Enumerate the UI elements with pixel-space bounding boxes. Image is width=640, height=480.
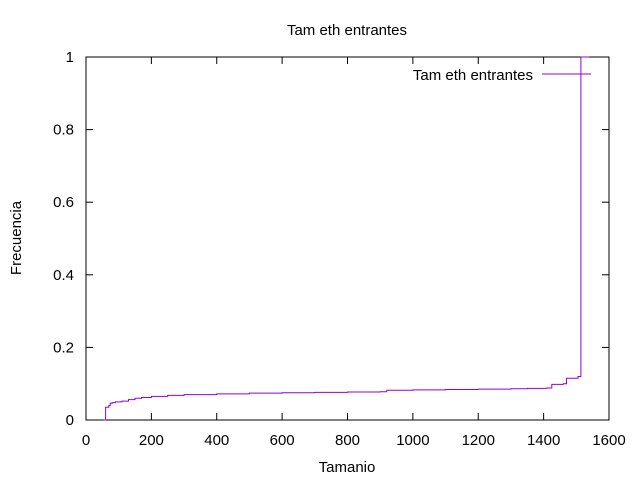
y-axis-label: Frecuencia [8, 200, 25, 275]
x-tick-label: 600 [270, 432, 295, 449]
x-tick-label: 0 [82, 432, 90, 449]
axis-ticks: 0 200 400 600 800 1000 1200 1400 1600 0 0.2 0.4 0.6 0… [53, 49, 626, 449]
legend-label: Tam eth entrantes [413, 67, 533, 84]
y-tick-label: 0 [66, 412, 74, 429]
chart-title: Tam eth entrantes [287, 22, 407, 39]
x-axis-label: Tamanio [319, 459, 376, 476]
legend: Tam eth entrantes [413, 67, 591, 84]
y-tick-label: 0.6 [53, 194, 74, 211]
x-tick-label: 1400 [527, 432, 560, 449]
y-tick-label: 1 [66, 49, 74, 66]
y-tick-label: 0.4 [53, 267, 74, 284]
x-tick-label: 400 [204, 432, 229, 449]
y-tick-label: 0.2 [53, 339, 74, 356]
x-tick-label: 200 [139, 432, 164, 449]
x-tick-label: 1200 [462, 432, 495, 449]
y-tick-label: 0.8 [53, 122, 74, 139]
x-tick-label: 1600 [592, 432, 625, 449]
x-tick-label: 1000 [396, 432, 429, 449]
series-line [103, 56, 590, 421]
x-tick-label: 800 [335, 432, 360, 449]
plot-frame [85, 56, 610, 421]
series-layer [103, 56, 590, 421]
